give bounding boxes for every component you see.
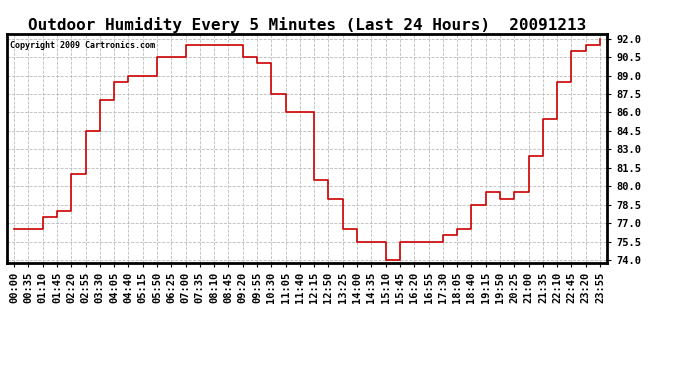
Text: Copyright 2009 Cartronics.com: Copyright 2009 Cartronics.com: [10, 40, 155, 50]
Title: Outdoor Humidity Every 5 Minutes (Last 24 Hours)  20091213: Outdoor Humidity Every 5 Minutes (Last 2…: [28, 16, 586, 33]
